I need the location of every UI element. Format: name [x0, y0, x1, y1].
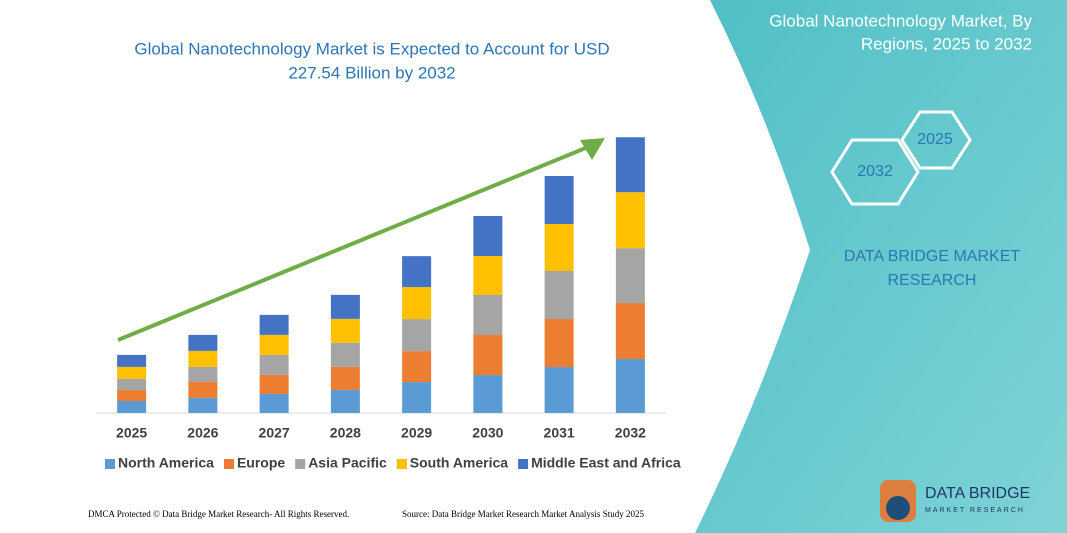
bar-segment	[117, 354, 147, 367]
legend-swatch	[518, 459, 529, 469]
bar-segment	[402, 351, 432, 383]
logo-subtext: MARKET RESEARCH	[925, 507, 1025, 514]
bar-segment	[544, 224, 574, 271]
side-panel	[695, 0, 1067, 533]
logo-text: DATA BRIDGE	[925, 485, 1030, 502]
bar-segment	[402, 382, 432, 413]
logo-icon	[886, 496, 910, 520]
legend-swatch	[105, 459, 115, 469]
x-tick-label: 2025	[116, 425, 147, 441]
trend-arrow	[117, 145, 589, 342]
bar-segment	[188, 397, 218, 413]
bar-segment	[188, 381, 218, 398]
x-tick-label: 2030	[472, 425, 503, 441]
bar-segment	[330, 318, 360, 343]
bar-segment	[615, 303, 645, 360]
legend-label: Europe	[237, 455, 285, 471]
brand: DATA BRIDGE MARKET	[844, 248, 1021, 265]
bar-segment	[615, 192, 645, 249]
bar-segment	[473, 256, 503, 295]
x-tick-label: 2029	[401, 425, 432, 441]
legend-swatch	[295, 459, 306, 469]
bar-segment	[615, 248, 645, 304]
hexagon	[900, 110, 972, 170]
bar-segment	[117, 378, 147, 390]
legend-label: Middle East and Africa	[531, 455, 681, 471]
footer-left: DMCA Protected © Data Bridge Market Rese…	[88, 509, 349, 519]
bar-segment	[544, 175, 574, 225]
brand: RESEARCH	[888, 272, 977, 289]
bar-segment	[402, 256, 432, 288]
x-tick-label: 2032	[615, 425, 646, 441]
bar-segment	[330, 389, 360, 413]
panel-title: Global Nanotechnology Market, By	[769, 11, 1032, 30]
hexagon	[830, 138, 920, 206]
bar-segment	[188, 350, 218, 367]
legend-swatch	[396, 459, 407, 469]
hex-label: 2025	[917, 131, 953, 148]
bar-segment	[259, 354, 289, 375]
x-tick-label: 2027	[259, 425, 290, 441]
x-tick-label: 2026	[187, 425, 218, 441]
chart-title: Global Nanotechnology Market is Expected…	[134, 39, 609, 58]
bar-segment	[259, 374, 289, 394]
bar-segment	[544, 367, 574, 413]
bar-segment	[544, 318, 574, 368]
legend-swatch	[223, 459, 234, 469]
bar-segment	[259, 393, 289, 413]
bar-segment	[615, 359, 645, 413]
x-tick-label: 2028	[330, 425, 361, 441]
bar-segment	[117, 389, 147, 401]
bar-segment	[473, 375, 503, 413]
bar-segment	[402, 287, 432, 320]
x-tick-label: 2031	[544, 425, 575, 441]
legend-label: North America	[118, 455, 214, 471]
bar-segment	[544, 270, 574, 319]
bar-segment	[117, 400, 147, 413]
chart-title: 227.54 Billion by 2032	[288, 63, 455, 82]
bar-segment	[259, 334, 289, 355]
footer-right: Source: Data Bridge Market Research Mark…	[402, 509, 644, 519]
bar-segment	[615, 137, 645, 193]
bar-segment	[330, 366, 360, 390]
bar-segment	[473, 294, 503, 336]
bar-segment	[330, 342, 360, 367]
bar-segment	[473, 216, 503, 257]
bar-segment	[402, 319, 432, 352]
bar-segment	[117, 366, 147, 379]
legend-label: Asia Pacific	[308, 455, 387, 471]
hex-label: 2032	[857, 163, 893, 180]
bar-segment	[259, 314, 289, 335]
bar-segment	[188, 366, 218, 382]
bar-segment	[188, 334, 218, 351]
arrow-head	[580, 138, 605, 160]
legend-label: South America	[410, 455, 508, 471]
panel-title: Regions, 2025 to 2032	[861, 34, 1032, 53]
bar-segment	[330, 294, 360, 319]
bar-segment	[473, 335, 503, 376]
